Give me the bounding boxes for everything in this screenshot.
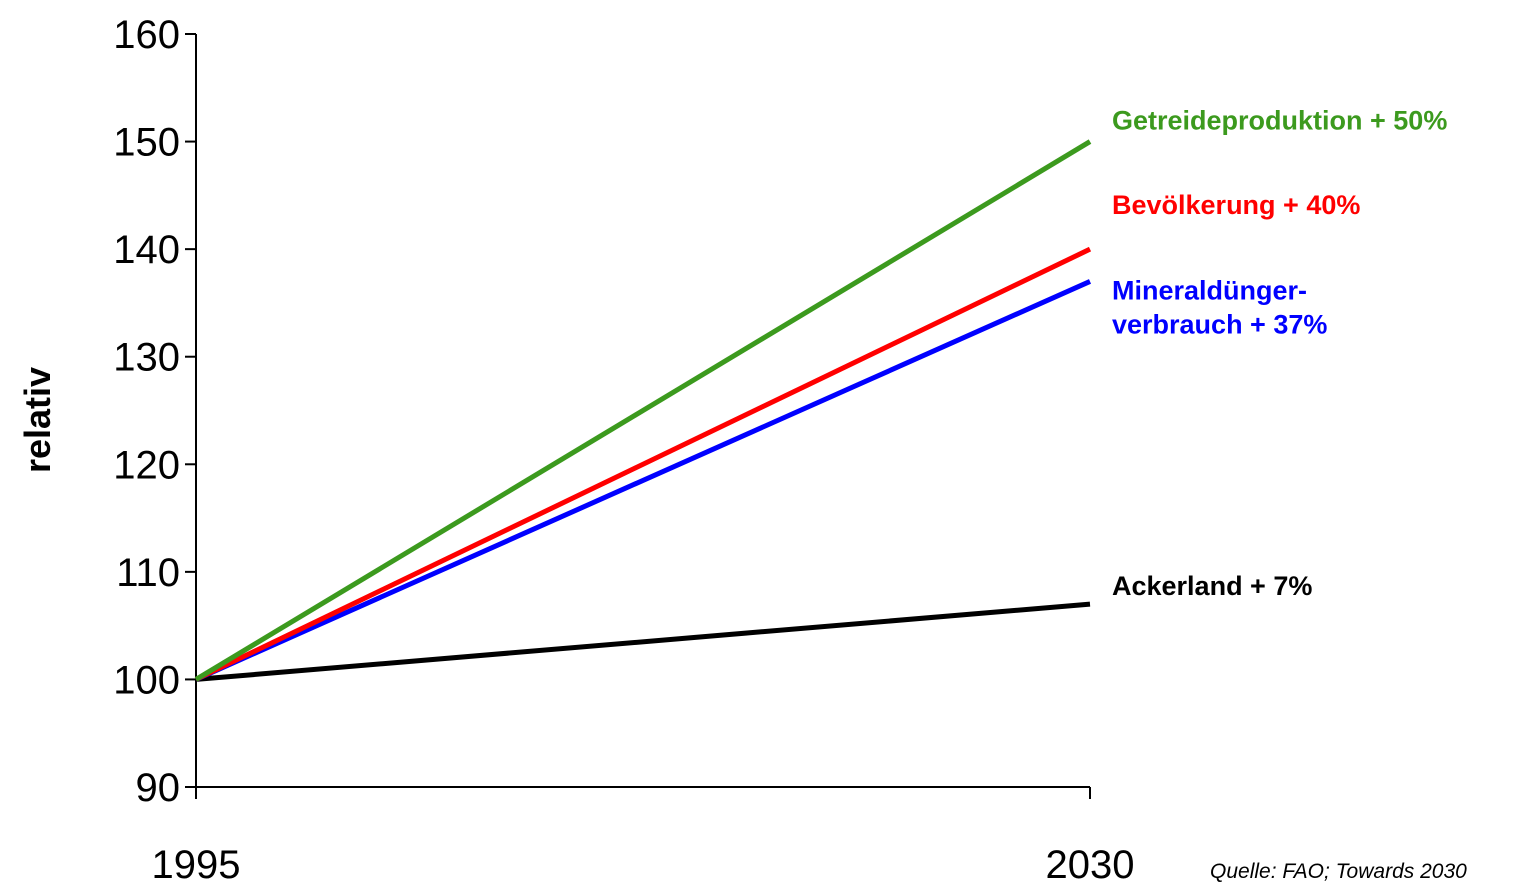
y-tick-label: 100: [113, 658, 180, 702]
series-line-0: [194, 139, 1092, 682]
series-label-line: verbrauch + 37%: [1112, 309, 1327, 339]
series-line-2: [194, 279, 1092, 682]
y-axis-title: relativ: [17, 367, 58, 473]
series-label-line: Ackerland + 7%: [1112, 571, 1312, 601]
series-label-3: Ackerland + 7%: [1112, 571, 1312, 601]
y-tick-label: 120: [113, 443, 180, 487]
x-tick-label: 2030: [1046, 843, 1135, 886]
series-label-line: Getreideproduktion + 50%: [1112, 106, 1447, 136]
series-lines: [194, 139, 1092, 682]
series-label-line: Mineraldünger-: [1112, 275, 1307, 305]
y-tick-label: 140: [113, 228, 180, 272]
y-axis: 90 100 110 120 130 140 150 160: [113, 13, 197, 810]
series-label-line: Bevölkerung + 40%: [1112, 190, 1360, 220]
y-tick-label: 90: [136, 766, 181, 810]
y-tick-label: 160: [113, 13, 180, 57]
series-label-2: Mineraldünger-verbrauch + 37%: [1112, 275, 1327, 339]
series-label-1: Bevölkerung + 40%: [1112, 190, 1360, 220]
y-tick-label: 130: [113, 336, 180, 380]
x-axis: 1995 2030: [152, 786, 1135, 886]
y-tick-label: 150: [113, 121, 180, 165]
series-labels: Getreideproduktion + 50% Bevölkerung + 40…: [1112, 106, 1447, 602]
source-note: Quelle: FAO; Towards 2030: [1210, 860, 1467, 883]
series-label-0: Getreideproduktion + 50%: [1112, 106, 1447, 136]
x-tick-label: 1995: [152, 843, 241, 886]
y-tick-label: 110: [116, 551, 180, 595]
series-line-3: [195, 601, 1091, 682]
series-line-1: [194, 246, 1092, 682]
